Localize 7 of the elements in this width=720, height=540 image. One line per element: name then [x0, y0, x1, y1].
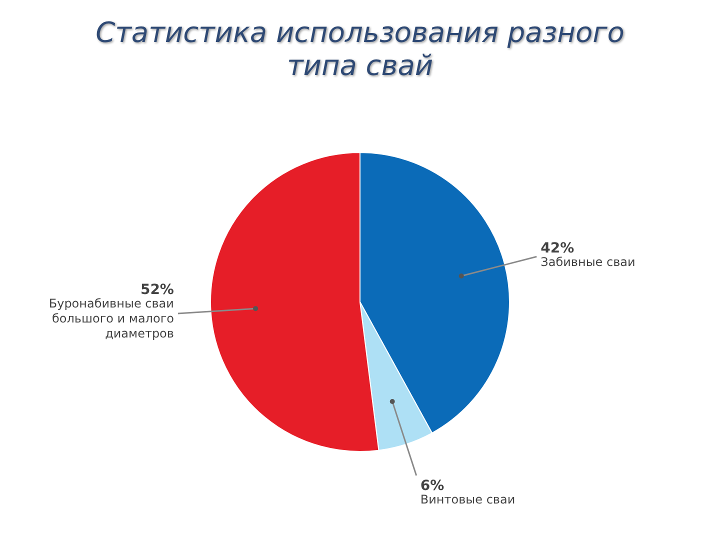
- slice-label: Винтовые сваи: [420, 492, 516, 507]
- data-label: 6%: [420, 478, 444, 494]
- slice-label: Забивные сваи: [540, 254, 636, 269]
- data-label: 42%: [540, 240, 574, 256]
- data-label: 52%: [140, 282, 174, 298]
- slice-label: Буронабивные сваи большого и малого диаметров: [48, 296, 174, 341]
- chart-title: Статистика использования разного типа свай: [94, 15, 626, 82]
